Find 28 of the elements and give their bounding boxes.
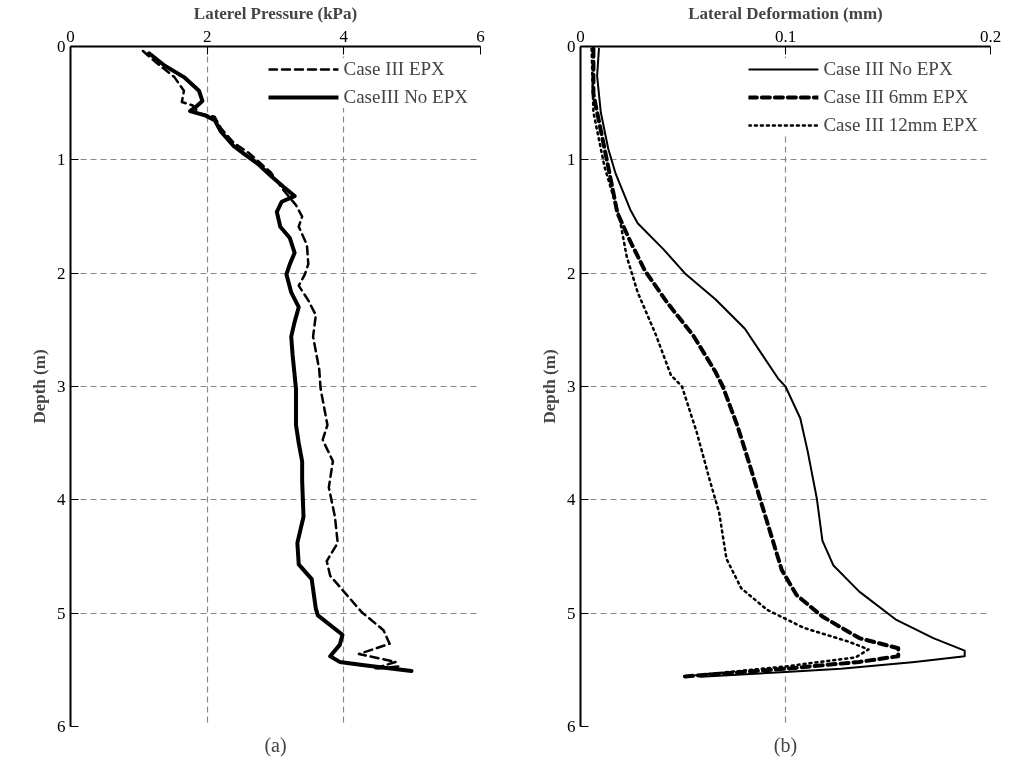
x-tick-label: 0.1 xyxy=(774,26,797,46)
y-tick-label: 1 xyxy=(57,150,66,170)
x-tick-label: 4 xyxy=(339,26,349,46)
legend-label: CaseIII No EPX xyxy=(343,86,468,108)
legend-label: Case III EPX xyxy=(343,58,445,80)
y-tick-label: 4 xyxy=(57,490,66,510)
y-tick-label: 6 xyxy=(57,717,66,736)
x-tick-label: 2 xyxy=(202,26,212,46)
legend-label: Case III 6mm EPX xyxy=(823,86,969,108)
y-axis-title: Depth (m) xyxy=(30,349,49,424)
x-tick-label: 6 xyxy=(476,26,485,46)
y-axis-title: Depth (m) xyxy=(540,349,559,424)
x-axis-title: Lateral Deformation (mm) xyxy=(688,3,883,23)
text: (b) xyxy=(773,733,798,757)
y-tick-label: 5 xyxy=(57,603,66,623)
legend-label: Case III No EPX xyxy=(823,58,953,80)
y-tick-label: 2 xyxy=(567,263,576,283)
y-tick-label: 5 xyxy=(567,603,576,623)
y-tick-label: 1 xyxy=(567,150,576,170)
y-tick-label: 6 xyxy=(567,717,576,736)
x-tick-label: 0.2 xyxy=(979,26,1002,46)
y-tick-label: 3 xyxy=(567,377,576,396)
text: (a) xyxy=(264,733,287,757)
x-axis-title: Laterel Pressure (kPa) xyxy=(193,3,358,23)
y-tick-label: 3 xyxy=(57,377,66,396)
legend-label: Case III 12mm EPX xyxy=(823,114,978,136)
y-tick-label: 4 xyxy=(567,490,576,510)
y-tick-label: 2 xyxy=(57,263,66,283)
